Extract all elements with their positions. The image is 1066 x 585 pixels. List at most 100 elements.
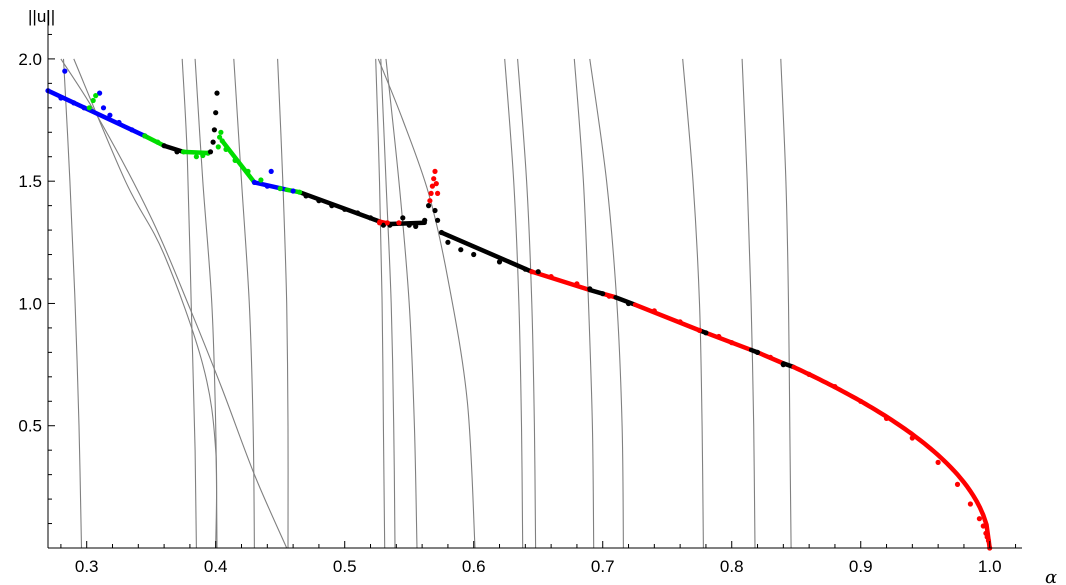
- data-point: [471, 251, 477, 258]
- x-tick-label: 0.4: [204, 557, 228, 576]
- gray-curve: [277, 58, 289, 549]
- branch-segment: [439, 230, 535, 274]
- branch-segment: [632, 302, 702, 333]
- data-point: [433, 181, 439, 187]
- data-point: [651, 308, 657, 314]
- gray-curve: [385, 58, 418, 549]
- data-point: [142, 133, 148, 139]
- gray-curve: [60, 58, 288, 549]
- data-point: [587, 286, 593, 292]
- data-point: [696, 327, 703, 333]
- data-point: [535, 269, 541, 275]
- data-point: [342, 206, 348, 212]
- data-point: [427, 198, 433, 204]
- data-point: [200, 152, 206, 159]
- data-point: [422, 217, 428, 223]
- data-point: [81, 105, 87, 111]
- data-point: [445, 239, 451, 245]
- data-point: [780, 362, 786, 368]
- data-point: [129, 127, 135, 133]
- data-point: [754, 349, 761, 355]
- data-point: [429, 183, 435, 189]
- data-point: [767, 354, 774, 360]
- gray-curve: [589, 58, 624, 549]
- data-point: [116, 119, 122, 126]
- data-point: [277, 185, 283, 192]
- branch-segment: [529, 269, 593, 293]
- data-point: [909, 435, 915, 441]
- data-point: [435, 217, 441, 223]
- data-point: [223, 146, 229, 152]
- gray-curve: [194, 58, 218, 549]
- x-tick-label: 0.5: [333, 557, 357, 576]
- x-tick-label: 0.9: [849, 557, 873, 576]
- data-point: [100, 105, 107, 111]
- data-point: [967, 501, 974, 507]
- data-point: [431, 176, 437, 182]
- branch-segment: [791, 364, 992, 551]
- data-point: [716, 333, 722, 340]
- data-point: [703, 330, 709, 336]
- data-point: [976, 516, 983, 522]
- gray-curve: [741, 58, 756, 549]
- y-tick-label: 1.0: [18, 294, 42, 313]
- gray-curve: [573, 58, 595, 549]
- data-point: [729, 340, 735, 346]
- data-point: [935, 459, 941, 465]
- data-point: [161, 143, 167, 149]
- y-tick-label: 1.5: [18, 172, 42, 191]
- data-point: [218, 129, 224, 135]
- data-point: [316, 198, 322, 204]
- ticks-layer: 0.3 0.4 0.5 0.6 0.7 0.8 0.9 1.0 0.5 1.0 1.5 2.0: [18, 33, 1017, 576]
- data-point: [355, 210, 361, 216]
- data-point: [219, 138, 225, 144]
- data-point: [954, 481, 961, 487]
- gray-curves-layer: [60, 58, 792, 549]
- data-point: [548, 274, 554, 280]
- data-point: [435, 190, 441, 196]
- data-point: [258, 177, 264, 183]
- gray-curve: [780, 58, 792, 549]
- data-point: [376, 220, 383, 226]
- branch-segment: [161, 143, 186, 155]
- branch-segment: [45, 88, 148, 139]
- data-point: [606, 293, 612, 299]
- data-point: [90, 97, 96, 104]
- branch-segment: [142, 133, 167, 148]
- data-point: [264, 183, 270, 189]
- data-points-layer: [45, 68, 993, 551]
- y-tick-label: 2.0: [18, 50, 42, 69]
- data-point: [62, 68, 68, 74]
- data-point: [214, 90, 220, 96]
- data-point: [600, 291, 606, 297]
- branch-segment: [297, 189, 382, 224]
- data-point: [215, 144, 221, 150]
- data-point: [71, 100, 77, 106]
- data-point: [367, 215, 374, 221]
- data-point: [406, 222, 412, 228]
- data-point: [329, 203, 335, 209]
- data-point: [155, 139, 161, 145]
- data-point: [207, 149, 214, 155]
- gray-curve: [517, 58, 537, 549]
- gray-curve: [375, 58, 386, 549]
- data-point: [211, 127, 217, 133]
- x-tick-label: 0.7: [591, 557, 615, 576]
- data-point: [522, 266, 528, 272]
- data-point: [58, 95, 64, 101]
- data-point: [290, 188, 296, 194]
- data-point: [883, 415, 890, 421]
- branch-segment: [703, 330, 754, 353]
- branch-segment: [387, 220, 427, 227]
- x-tick-label: 1.0: [978, 557, 1002, 576]
- x-tick-label: 0.3: [75, 557, 99, 576]
- x-tick-label: 0.6: [462, 557, 486, 576]
- data-point: [97, 90, 103, 96]
- data-point: [232, 157, 238, 163]
- data-point: [458, 247, 464, 253]
- data-point: [86, 105, 92, 111]
- data-point: [858, 398, 864, 404]
- data-point: [193, 154, 199, 160]
- data-point: [297, 189, 303, 195]
- branch-segment: [181, 149, 211, 156]
